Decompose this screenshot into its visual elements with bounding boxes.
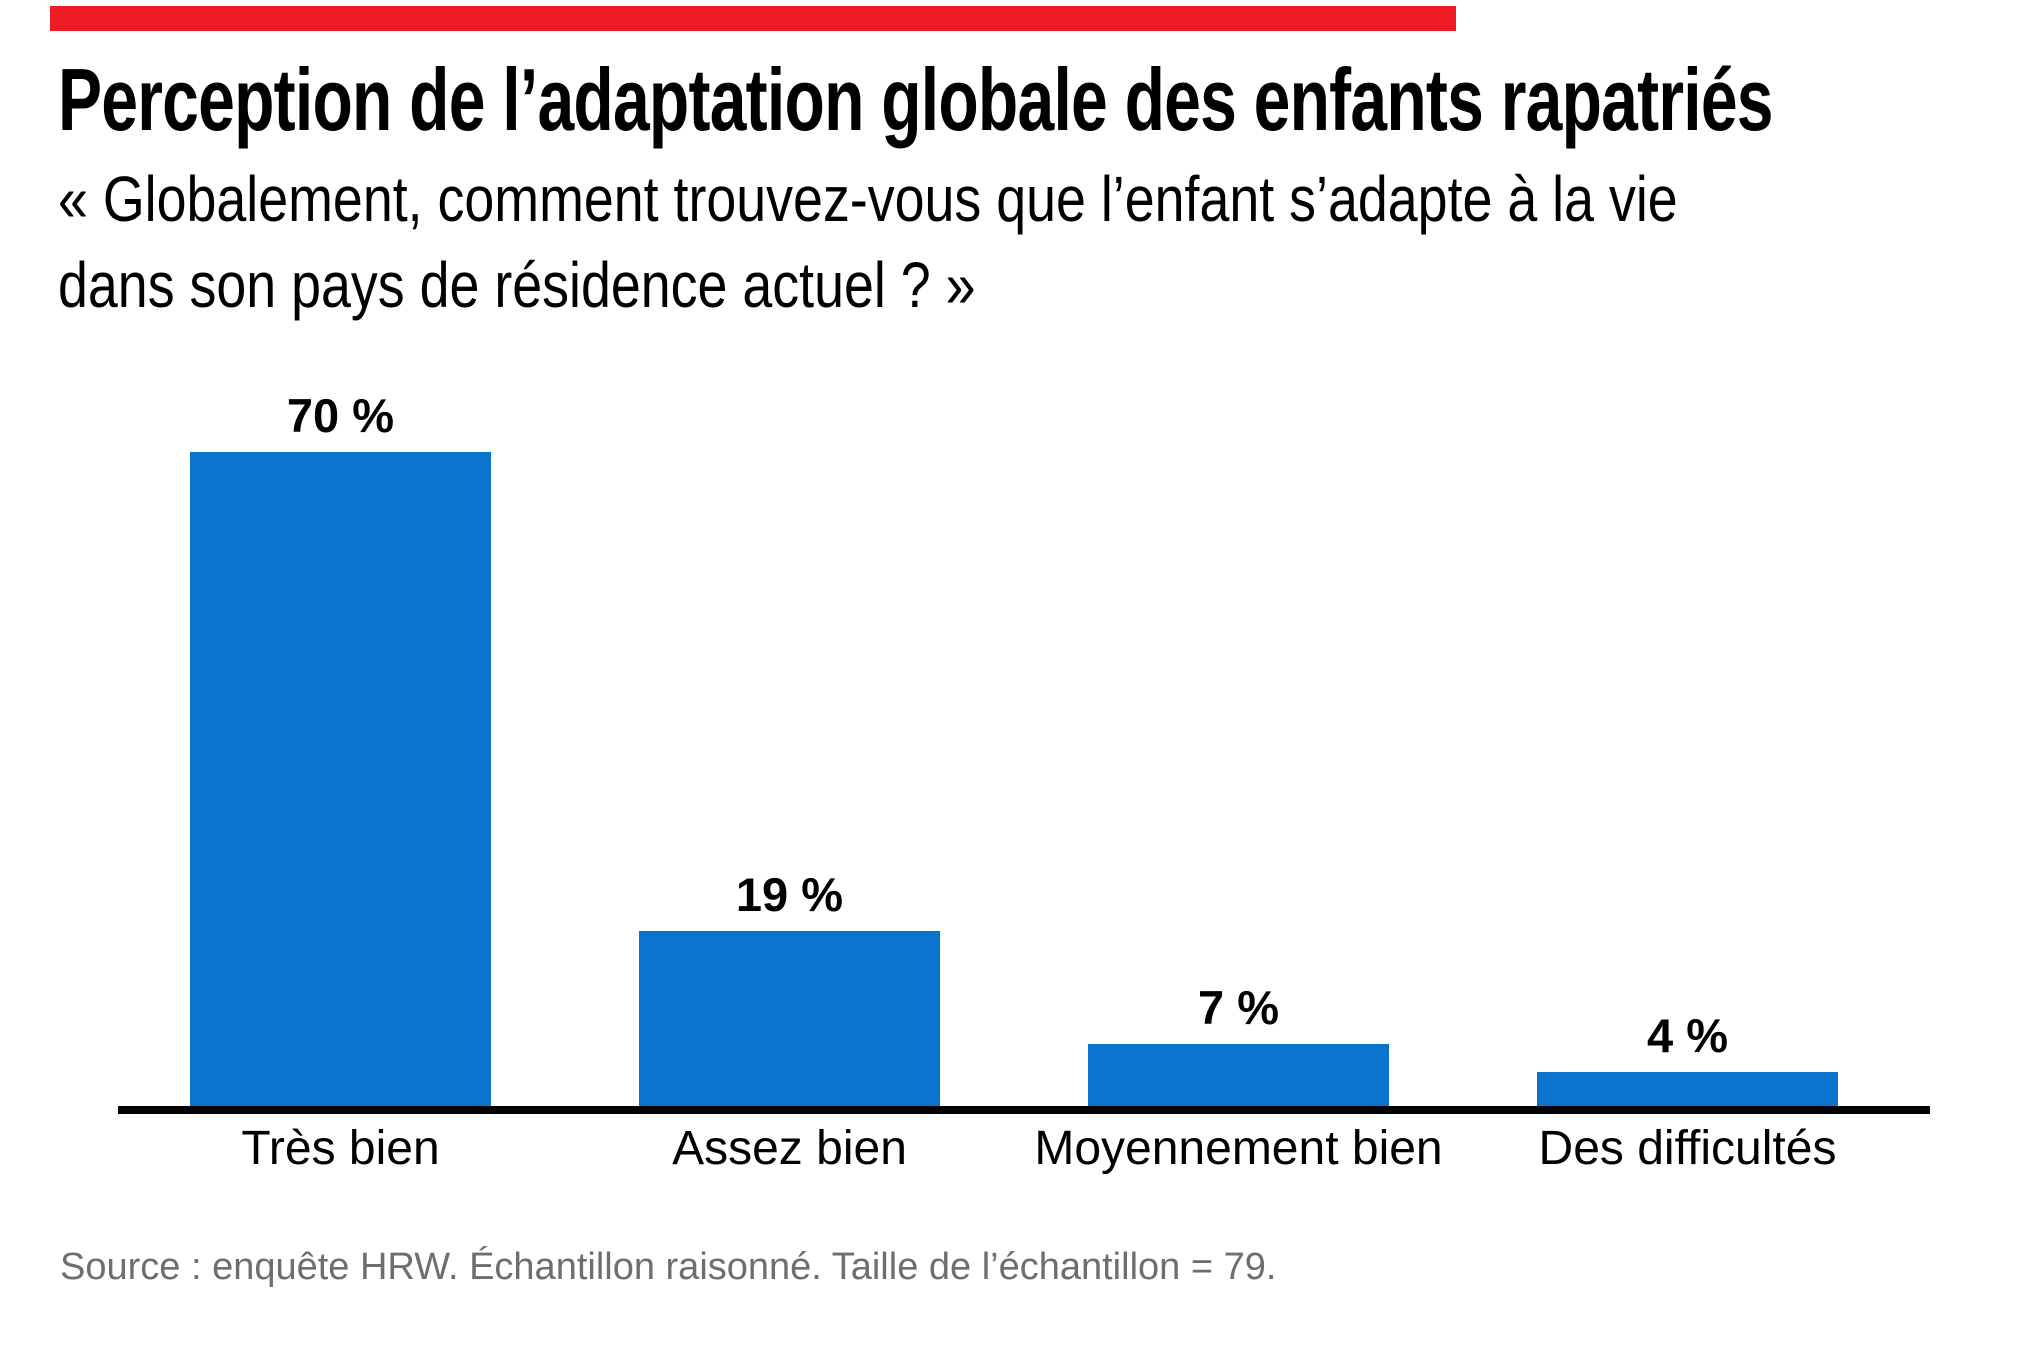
brand-red-bar [50,6,1456,31]
bar-value-label-1: 19 % [735,868,844,921]
bar-value-label-3: 4 % [1647,1009,1728,1062]
source-note: Source : enquête HRW. Échantillon raison… [60,1246,1277,1288]
bar-1 [639,931,940,1110]
chart-subtitle: « Globalement, comment trouvez-vous que … [58,156,1678,328]
category-label-3: Des difficultés [1538,1122,1837,1175]
chart-title: Perception de l’adaptation globale des e… [58,50,1774,149]
bar-0 [190,452,491,1110]
subtitle-line-2: dans son pays de résidence actuel ? » [58,249,976,321]
category-label-1: Assez bien [672,1122,907,1175]
category-label-0: Très bien [241,1122,440,1175]
bar-value-label-2: 7 % [1198,981,1279,1034]
bar-3 [1537,1072,1838,1110]
subtitle-line-1: « Globalement, comment trouvez-vous que … [58,163,1678,235]
category-label-2: Moyennement bien [1034,1122,1443,1175]
x-axis-line [118,1106,1930,1114]
bar-2 [1088,1044,1389,1110]
bar-value-label-0: 70 % [286,389,395,442]
